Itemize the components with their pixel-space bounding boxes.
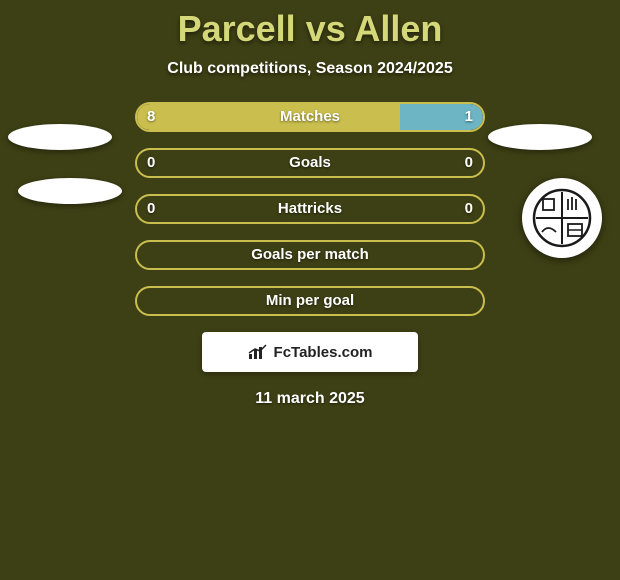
stat-label: Matches (135, 102, 485, 132)
stat-row-hattricks: 00Hattricks (135, 194, 485, 224)
stat-row-goals-per-match: Goals per match (135, 240, 485, 270)
subtitle: Club competitions, Season 2024/2025 (0, 60, 620, 78)
player1-name: Parcell (178, 8, 296, 49)
team-badge-left-1 (8, 124, 112, 150)
stat-row-min-per-goal: Min per goal (135, 286, 485, 316)
date-text: 11 march 2025 (0, 390, 620, 408)
chart-icon (248, 344, 268, 360)
team-badge-left-2 (18, 178, 122, 204)
team-badge-right-1 (488, 124, 592, 150)
stat-label: Goals (135, 148, 485, 178)
vs-text: vs (306, 8, 346, 49)
branding-text: FcTables.com (274, 344, 373, 361)
stat-row-matches: 81Matches (135, 102, 485, 132)
player2-name: Allen (354, 8, 442, 49)
stat-label: Hattricks (135, 194, 485, 224)
club-crest (522, 178, 602, 258)
shield-icon (532, 188, 592, 248)
stat-label: Min per goal (135, 286, 485, 316)
stat-row-goals: 00Goals (135, 148, 485, 178)
stat-label: Goals per match (135, 240, 485, 270)
page-title: Parcell vs Allen (0, 0, 620, 50)
branding-box[interactable]: FcTables.com (202, 332, 418, 372)
